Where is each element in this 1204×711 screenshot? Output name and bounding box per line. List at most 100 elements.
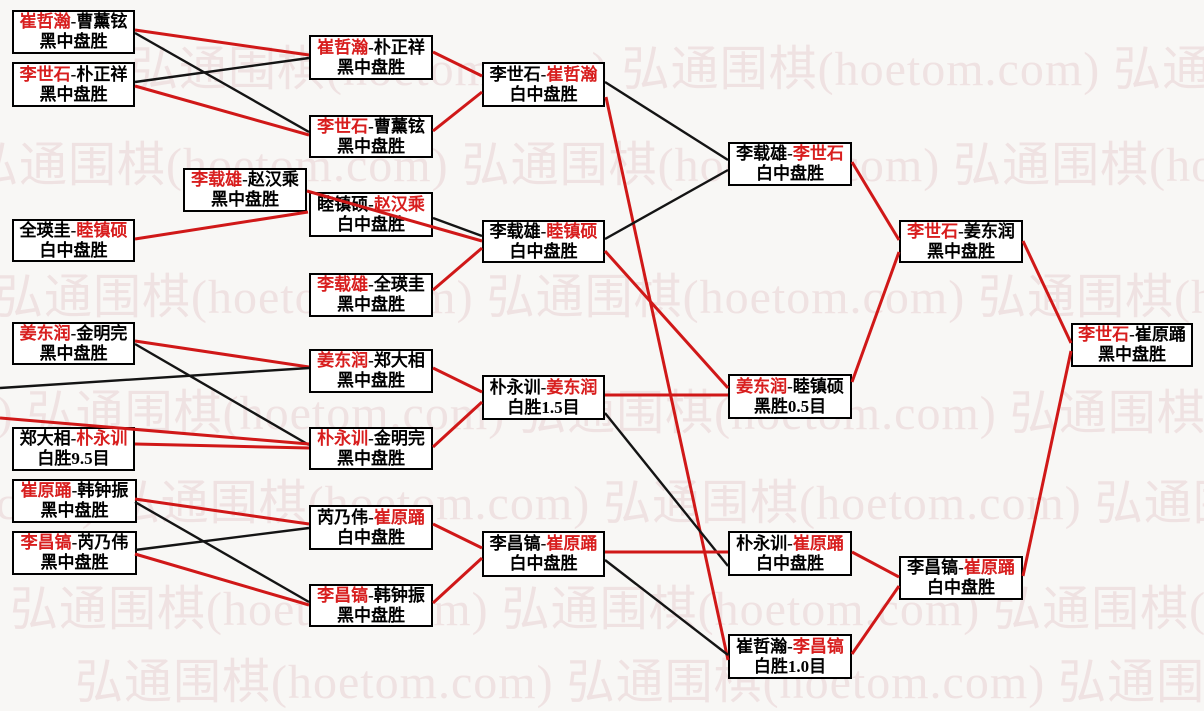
name-separator: - <box>368 428 374 448</box>
name-separator: - <box>368 275 374 294</box>
match-result: 白中盘胜 <box>756 553 824 573</box>
loser-name: 全瑛圭 <box>373 275 425 294</box>
name-separator: - <box>540 534 547 553</box>
name-separator: - <box>540 377 547 397</box>
loser-name: 李载雄 <box>736 144 788 163</box>
winner-name: 姜东润 <box>736 376 788 396</box>
match-box: 朴永训-金明完 黑中盘胜 <box>309 427 433 470</box>
loser-name: 郑大相 <box>19 429 71 448</box>
match-players: 李昌镐-韩钟振 <box>317 586 425 606</box>
match-box: 李世石-姜东润 黑中盘胜 <box>899 220 1023 263</box>
match-result: 黑中盘胜 <box>337 57 405 77</box>
match-players: 姜东润-郑大相 <box>317 351 425 371</box>
match-result: 白中盘胜 <box>337 527 405 547</box>
match-result: 白胜1.0目 <box>753 656 827 676</box>
loser-name: 曹薰铉 <box>373 116 425 136</box>
winner-name: 李昌镐 <box>20 533 72 552</box>
name-separator: - <box>787 144 793 163</box>
winner-name: 睦镇硕 <box>76 220 128 240</box>
loser-name: 崔原踊 <box>1134 325 1186 344</box>
match-result: 白中盘胜 <box>756 164 824 183</box>
match-box: 郑大相-朴永训 白胜9.5目 <box>12 427 135 471</box>
match-result: 白胜9.5目 <box>37 449 110 468</box>
match-result: 黑中盘胜 <box>39 84 108 104</box>
loser-name: 朴正祥 <box>373 37 425 57</box>
loser-name: 李世石 <box>489 64 541 84</box>
winner-name: 睦镇硕 <box>546 221 598 241</box>
match-players: 朴永训-姜东润 <box>490 378 598 398</box>
loser-name: 姜东润 <box>963 221 1015 241</box>
match-players: 崔哲瀚-李昌镐 <box>736 637 844 657</box>
winner-name: 崔原踊 <box>20 481 72 500</box>
match-box: 姜东润-金明完 黑中盘胜 <box>12 322 135 365</box>
match-box: 李世石-崔哲瀚 白中盘胜 <box>482 62 605 107</box>
loser-name: 韩钟振 <box>77 481 129 500</box>
winner-name: 朴永训 <box>76 429 128 448</box>
match-players: 芮乃伟-崔原踊 <box>317 508 425 528</box>
match-players: 李世石-姜东润 <box>907 222 1015 242</box>
match-players: 李载雄-全瑛圭 <box>317 275 425 295</box>
match-box: 崔哲瀚-李昌镐 白胜1.0目 <box>728 634 852 679</box>
loser-name: 朴永训 <box>736 533 788 553</box>
name-separator: - <box>1129 325 1135 344</box>
match-box: 李世石-曹薰铉 黑中盘胜 <box>309 115 433 158</box>
match-box: 姜东润-郑大相 黑中盘胜 <box>309 349 433 393</box>
name-separator: - <box>70 64 77 84</box>
loser-name: 李昌镐 <box>489 534 541 553</box>
match-players: 李昌镐-芮乃伟 <box>21 533 129 553</box>
match-players: 朴永训-金明完 <box>317 429 425 449</box>
winner-name: 崔哲瀚 <box>317 37 369 57</box>
match-box: 李载雄-赵汉乘 黑中盘胜 <box>183 168 307 212</box>
match-players: 姜东润-金明完 <box>20 324 128 344</box>
match-box: 崔哲瀚-曹薰铉 黑中盘胜 <box>12 10 135 54</box>
match-box: 朴永训-崔原踊 白中盘胜 <box>728 531 852 576</box>
loser-name: 睦镇硕 <box>317 194 369 214</box>
match-result: 白胜1.5目 <box>507 397 580 417</box>
match-players: 郑大相-朴永训 <box>20 429 128 449</box>
winner-name: 崔哲瀚 <box>546 64 598 84</box>
winner-name: 李载雄 <box>317 275 369 294</box>
match-box: 朴永训-姜东润 白胜1.5目 <box>482 375 605 420</box>
match-box: 李载雄-全瑛圭 黑中盘胜 <box>309 273 433 317</box>
name-separator: - <box>71 533 78 552</box>
match-result: 黑中盘胜 <box>40 553 109 572</box>
name-separator: - <box>70 323 77 343</box>
match-box: 李昌镐-芮乃伟 黑中盘胜 <box>12 531 137 575</box>
match-result: 白中盘胜 <box>509 554 578 573</box>
match-players: 李世石-崔哲瀚 <box>490 65 598 85</box>
match-box: 崔哲瀚-朴正祥 黑中盘胜 <box>309 35 433 80</box>
match-players: 姜东润-睦镇硕 <box>736 377 844 397</box>
winner-name: 李载雄 <box>191 170 243 189</box>
match-players: 李载雄-赵汉乘 <box>191 170 299 190</box>
winner-name: 李昌镐 <box>792 636 844 656</box>
match-result: 黑中盘胜 <box>927 241 995 261</box>
match-players: 李昌镐-崔原踊 <box>490 534 598 554</box>
winner-name: 李世石 <box>792 144 844 163</box>
match-result: 白中盘胜 <box>509 241 578 261</box>
name-separator: - <box>368 37 374 57</box>
match-players: 朴永训-崔原踊 <box>736 534 844 554</box>
match-result: 黑中盘胜 <box>337 605 405 625</box>
match-result: 白中盘胜 <box>337 214 405 234</box>
loser-name: 曹薰铉 <box>76 12 128 31</box>
loser-name: 崔哲瀚 <box>736 636 788 656</box>
match-result: 黑中盘胜 <box>211 190 279 209</box>
match-players: 崔哲瀚-曹薰铉 <box>20 12 128 32</box>
match-box: 李世石-崔原踊 黑中盘胜 <box>1071 323 1193 367</box>
match-result: 黑中盘胜 <box>39 32 108 51</box>
loser-name: 赵汉乘 <box>247 170 299 189</box>
match-players: 李昌镐-崔原踊 <box>907 558 1015 578</box>
name-separator: - <box>787 533 793 553</box>
match-box: 李载雄-睦镇硕 白中盘胜 <box>482 220 605 263</box>
loser-name: 朴正祥 <box>76 64 128 84</box>
winner-name: 崔哲瀚 <box>19 12 71 31</box>
winner-name: 崔原踊 <box>792 533 844 553</box>
name-separator: - <box>368 351 374 370</box>
match-players: 全瑛圭-睦镇硕 <box>20 221 128 241</box>
match-result: 白中盘胜 <box>39 240 108 260</box>
name-separator: - <box>242 170 248 189</box>
match-box: 李昌镐-崔原踊 白中盘胜 <box>899 556 1023 600</box>
winner-name: 李昌镐 <box>317 585 369 605</box>
match-players: 睦镇硕-赵汉乘 <box>317 195 425 215</box>
winner-name: 姜东润 <box>19 323 71 343</box>
